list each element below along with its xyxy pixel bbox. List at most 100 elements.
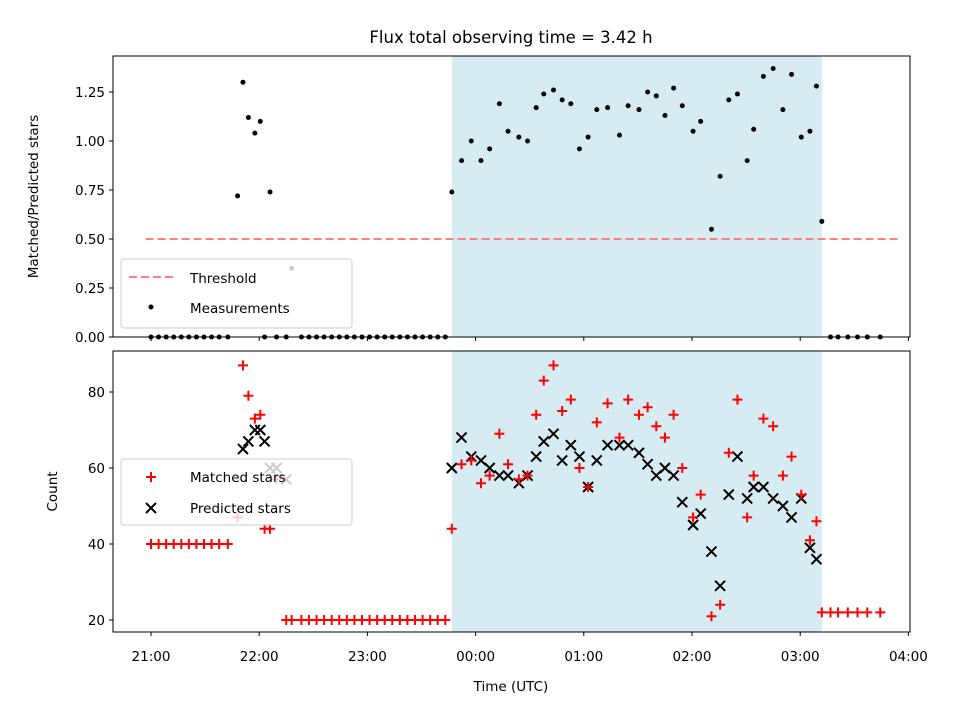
measurement-point <box>252 130 258 136</box>
predicted-legend-label: Predicted stars <box>190 501 291 517</box>
measurement-point <box>789 71 795 77</box>
measurement-point <box>468 138 474 144</box>
measurement-point <box>617 132 623 138</box>
predicted-star-point <box>601 439 614 451</box>
bottom-y-tick-label: 40 <box>88 537 105 553</box>
matched-star-point <box>456 459 467 470</box>
measurement-point <box>717 173 723 179</box>
matched-star-point <box>786 451 797 462</box>
matched-star-point <box>484 470 495 481</box>
bottom-y-axis-label: Count <box>45 471 61 511</box>
measurement-point <box>813 83 819 89</box>
measurement-point <box>819 218 825 224</box>
matched-legend-swatch <box>146 472 156 482</box>
measurement-point <box>585 134 591 140</box>
measurement-point <box>449 189 455 195</box>
predicted-star-point <box>687 519 699 531</box>
matched-star-point <box>777 470 788 481</box>
matched-star-point <box>633 409 644 420</box>
matched-star-point <box>748 470 759 481</box>
predicted-star-point <box>556 454 568 467</box>
matched-star-point <box>614 432 625 443</box>
x-tick-label: 02:00 <box>673 649 712 665</box>
matched-star-point <box>668 409 679 420</box>
matched-star-point <box>522 470 533 481</box>
predicted-star-point <box>530 450 542 463</box>
matched-star-point <box>659 432 670 443</box>
matched-star-point <box>796 489 807 500</box>
measurement-point <box>636 107 642 113</box>
measurement-point <box>671 85 677 91</box>
measurement-point <box>798 134 804 140</box>
predicted-star-point <box>446 462 458 474</box>
x-tick-label: 21:00 <box>132 649 171 665</box>
measurement-point <box>770 65 776 71</box>
measurement-point <box>625 103 631 109</box>
x-axis-label: Time (UTC) <box>473 679 549 695</box>
matched-star-point <box>557 406 568 416</box>
predicted-star-point <box>254 424 266 436</box>
top-legend: Threshold Measurements <box>120 258 353 329</box>
matched-star-point <box>768 421 779 432</box>
predicted-star-point <box>591 454 603 467</box>
measurement-point <box>257 118 263 124</box>
measurement-point <box>690 128 696 134</box>
predicted-star-point <box>258 435 271 448</box>
predicted-star-point <box>767 492 779 505</box>
matched-star-point <box>494 428 505 439</box>
predicted-star-point <box>547 428 560 440</box>
predicted-star-point <box>622 439 634 451</box>
matched-legend-label: Matched stars <box>190 470 286 486</box>
x-tick-label: 03:00 <box>781 649 820 665</box>
matched-star-point <box>723 447 734 458</box>
measurement-point <box>505 128 511 134</box>
bottom-shaded-span <box>451 351 822 632</box>
matched-star-point <box>862 607 873 618</box>
measurement-point <box>645 89 651 95</box>
matched-star-point <box>243 390 254 401</box>
predicted-star-point <box>705 545 718 558</box>
measurement-point <box>679 103 685 109</box>
predicted-star-point <box>242 435 255 448</box>
measurement-point <box>541 91 547 97</box>
matched-star-point <box>816 607 827 618</box>
chart-title: Flux total observing time = 3.42 h <box>369 28 652 47</box>
top-shaded-span <box>451 56 822 337</box>
measurement-point <box>605 105 611 111</box>
predicted-star-point <box>573 450 586 463</box>
bottom-panel: 20 40 60 80 21:00 22:00 23:00 00:00 01:00 02:00 0… <box>45 350 928 695</box>
matched-star-point <box>642 402 653 413</box>
matched-star-point <box>732 394 743 405</box>
measurement-point <box>726 97 732 103</box>
matched-star-point <box>249 413 260 424</box>
measurement-point <box>516 134 522 140</box>
predicted-star-point <box>747 481 760 493</box>
predicted-star-point <box>723 488 735 501</box>
measurement-point <box>744 158 750 164</box>
predicted-star-point <box>502 469 514 482</box>
matched-star-point <box>440 615 451 625</box>
predicted-star-point <box>731 450 744 463</box>
top-y-tick-label: 0.00 <box>75 330 105 346</box>
matched-star-point <box>706 611 717 622</box>
matched-star-point <box>286 615 297 625</box>
measurement-point <box>760 73 766 79</box>
bottom-legend-box <box>120 458 353 526</box>
matched-star-point <box>758 413 769 424</box>
x-tick-label: 00:00 <box>456 649 495 665</box>
matched-star-point <box>875 607 886 618</box>
top-y-tick-label: 1.00 <box>75 134 105 150</box>
top-y-tick-label: 0.75 <box>75 183 105 199</box>
matched-star-point <box>811 516 822 527</box>
measurement-point <box>478 158 484 164</box>
measurement-point <box>459 158 465 164</box>
measurement-point <box>734 91 740 97</box>
measurement-point <box>653 93 659 99</box>
measurement-point <box>751 126 757 132</box>
predicted-star-point <box>237 443 249 455</box>
top-y-tick-label: 0.25 <box>75 281 105 297</box>
matched-star-point <box>677 463 688 473</box>
measurements-legend-swatch <box>148 304 154 310</box>
matched-star-point <box>651 421 662 432</box>
measurement-point <box>496 101 502 107</box>
